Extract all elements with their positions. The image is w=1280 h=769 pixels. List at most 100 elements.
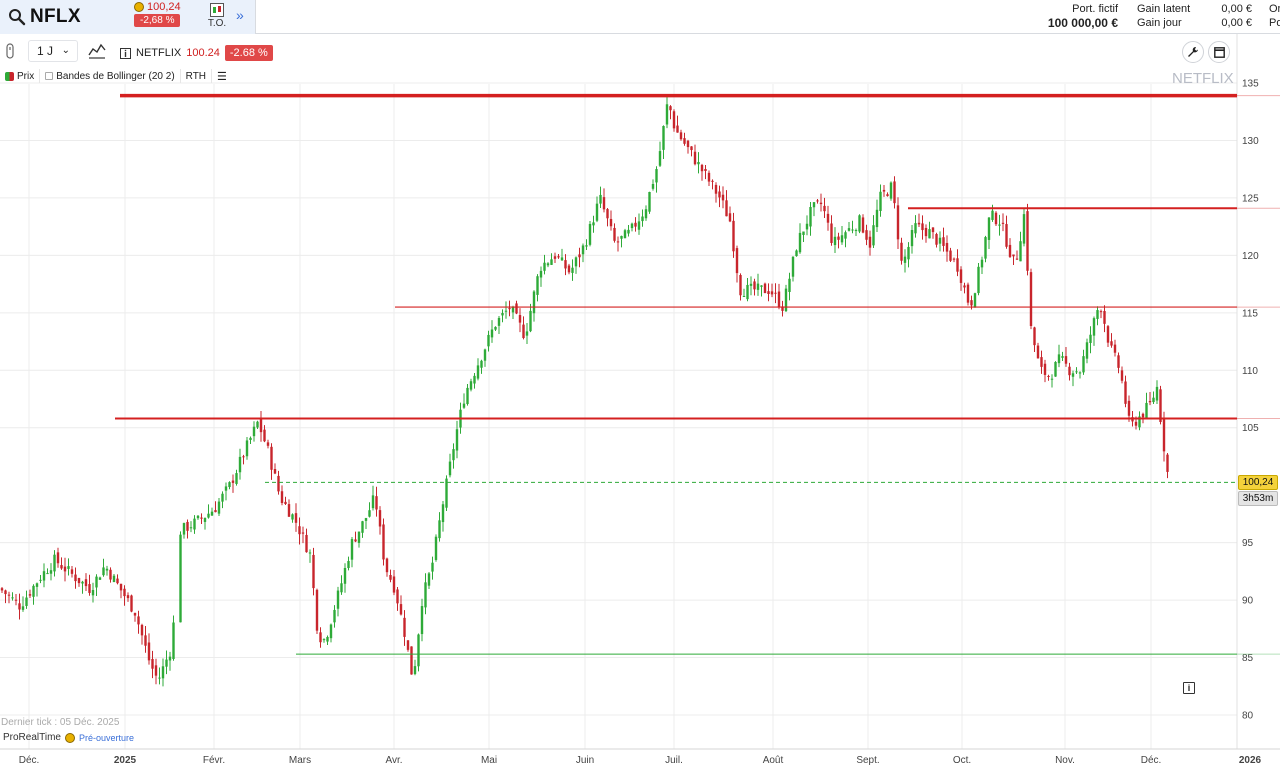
symbol-name[interactable]: NFLX [30,6,81,27]
order-button[interactable]: T.O. [204,2,230,32]
candle-body [49,570,53,574]
bollinger-checkbox[interactable] [45,72,54,80]
candle-body [592,222,595,226]
candle-body [487,334,490,347]
expand-icon[interactable]: » [236,7,244,23]
candle-body [959,269,963,283]
legend-list[interactable]: ☰ [212,69,232,83]
chevron-down-icon: ⌄ [61,45,70,56]
info-card-icon[interactable] [120,47,131,59]
candle-body [515,303,518,314]
candle-body [770,291,774,295]
candle-body [826,213,830,223]
candle-body [466,387,469,405]
candle-body [875,209,879,228]
candle-body [301,532,305,534]
candle-body [522,324,525,339]
candle-body [203,517,207,522]
legend-rth[interactable]: RTH [181,69,213,83]
candle-body [511,306,515,313]
candle-body [865,230,868,240]
candle-body [1050,378,1054,380]
candle-body [987,217,991,240]
candle-body [588,223,592,245]
candle-body [620,235,623,239]
candle-body [648,191,651,212]
wrench-button[interactable] [1182,41,1204,63]
candle-body [581,245,585,255]
info-icon[interactable]: i [1183,682,1195,694]
candle-body [462,403,466,408]
y-tick-label: 120 [1242,251,1259,262]
candle-body [14,599,18,601]
legend-rth-label: RTH [185,70,207,82]
candle-body [882,189,886,192]
candle-body [130,595,133,612]
candle-body [721,194,725,201]
last-tick-text: Dernier tick : 05 Déc. 2025 [1,717,120,728]
candle-body [189,527,193,529]
candle-body [231,480,235,483]
candle-body [574,257,578,267]
candle-body [238,456,242,473]
candle-body [217,501,221,514]
candle-body [109,569,112,580]
x-tick-label: Déc. [19,755,40,766]
search-icon[interactable] [8,8,26,26]
candle-body [224,486,228,491]
candle-body [140,624,144,636]
candle-body [483,349,487,361]
candle-body [571,267,574,273]
candle-body [1113,344,1117,353]
candle-body [81,581,84,584]
candle-body [501,312,504,316]
symbol-box[interactable]: NFLX 100,24 -2,68 % T.O. » [0,0,256,34]
list-icon: ☰ [217,70,227,83]
candle-body [1071,373,1075,377]
x-tick-label: Mars [289,755,311,766]
candle-body [984,237,987,259]
legend-price[interactable]: Prix [0,69,41,83]
candle-body [18,603,21,610]
gain-latent-label: Gain latent [1137,3,1191,15]
candle-body [280,491,284,503]
candle-body [112,575,116,583]
x-tick-label: Août [763,755,784,766]
candle-body [102,567,105,576]
candle-body [329,624,333,639]
candle-body [938,237,942,244]
candle-body [196,515,200,519]
brand-info: ProRealTime Pré-ouverture [3,732,134,743]
candle-body [557,256,560,258]
candle-body [686,140,690,148]
candle-body [840,235,844,243]
candle-body [469,381,473,390]
candle-body [795,250,798,257]
candle-body [788,278,791,292]
candle-body [742,296,746,298]
legend-bollinger[interactable]: Bandes de Bollinger (20 2) [40,69,181,83]
candle-body [872,225,875,246]
countdown-badge: 3h53m [1238,491,1278,506]
candle-body [704,168,707,171]
candle-body [263,429,266,442]
candle-body [749,283,753,286]
candle-body [641,216,644,222]
drag-handle-icon[interactable] [5,43,15,59]
candle-body [60,565,63,569]
candle-body [942,237,945,246]
candle-body [252,426,256,437]
candle-body [676,125,679,133]
indicator-icon[interactable] [88,42,106,60]
candle-body [634,222,637,227]
window-button[interactable] [1208,41,1230,63]
order-button-label: T.O. [207,18,227,29]
candle-body [1096,310,1099,319]
interval-select[interactable]: 1 J ⌄ [28,40,78,62]
candle-body [1138,416,1141,428]
candle-body [609,218,613,227]
candle-body [994,212,998,225]
candle-body [1148,400,1152,403]
candle-body [823,205,826,212]
